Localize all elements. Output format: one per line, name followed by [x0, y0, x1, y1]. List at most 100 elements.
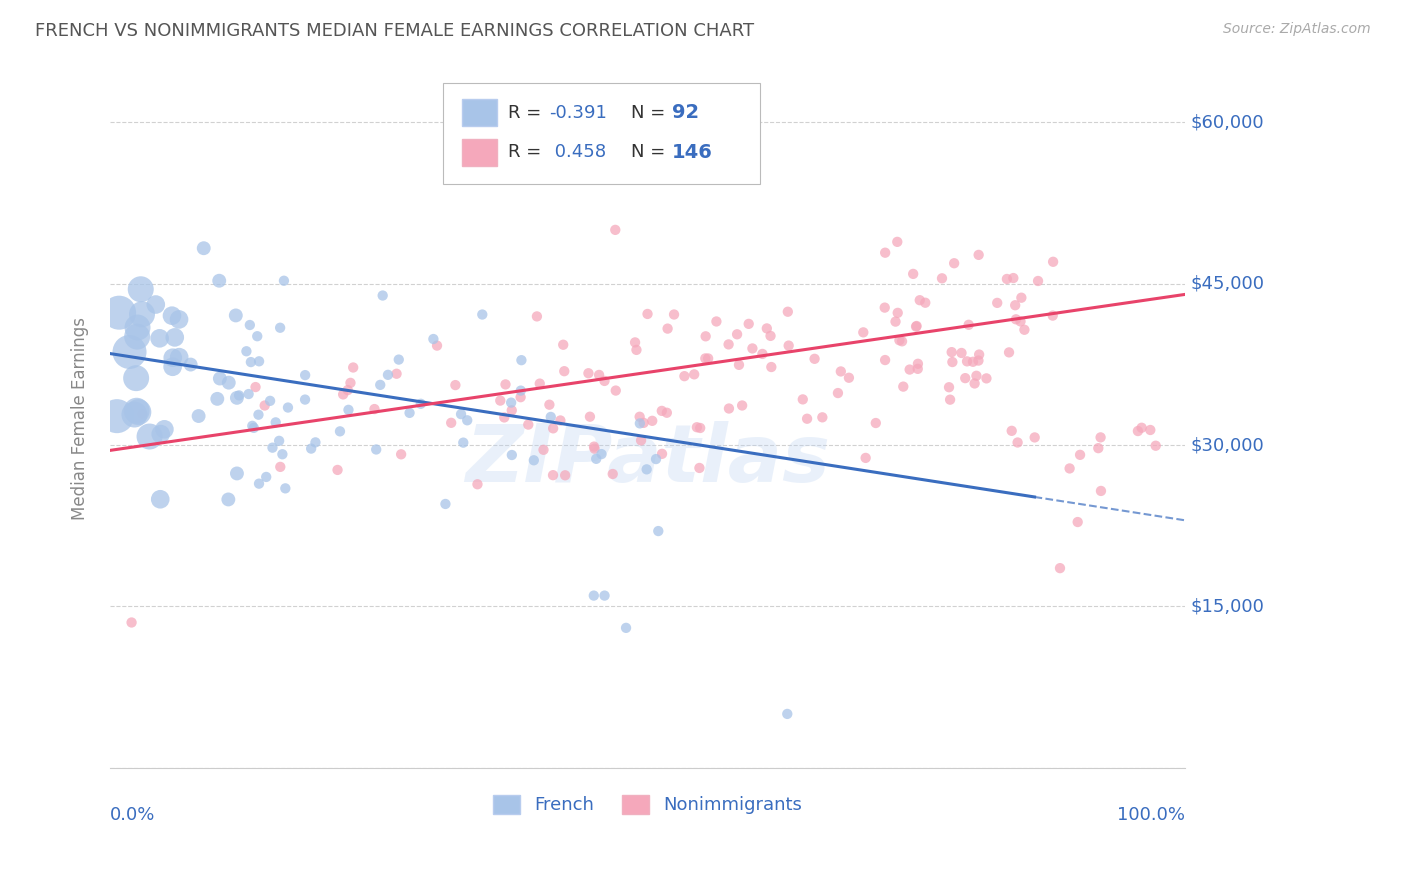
- Point: [907, 362, 929, 376]
- Point: [554, 468, 576, 483]
- Point: [1026, 274, 1049, 288]
- Point: [336, 383, 359, 397]
- Text: 0.0%: 0.0%: [110, 806, 156, 824]
- Point: [624, 335, 647, 350]
- Point: [127, 329, 149, 343]
- Point: [741, 342, 763, 356]
- Point: [1126, 424, 1149, 438]
- Point: [294, 392, 316, 407]
- Point: [160, 309, 183, 323]
- Point: [865, 416, 887, 430]
- Point: [636, 462, 658, 476]
- Point: [254, 470, 277, 484]
- Point: [153, 422, 176, 436]
- Point: [755, 321, 778, 335]
- Point: [259, 393, 281, 408]
- Point: [976, 371, 998, 385]
- Legend: French, Nonimmigrants: French, Nonimmigrants: [486, 788, 810, 822]
- Point: [963, 376, 986, 391]
- Point: [269, 320, 291, 334]
- Point: [127, 405, 149, 419]
- Point: [941, 345, 963, 359]
- Point: [495, 377, 517, 392]
- Point: [873, 301, 896, 315]
- Point: [965, 368, 987, 383]
- Point: [688, 461, 710, 475]
- Point: [683, 368, 706, 382]
- Point: [434, 497, 457, 511]
- Point: [208, 274, 231, 288]
- Point: [541, 421, 564, 435]
- Point: [163, 330, 186, 344]
- Point: [641, 414, 664, 428]
- Point: [751, 347, 773, 361]
- Point: [875, 353, 897, 368]
- FancyBboxPatch shape: [461, 139, 498, 166]
- Point: [689, 421, 711, 435]
- Point: [706, 314, 728, 328]
- Point: [162, 359, 184, 374]
- Point: [456, 413, 478, 427]
- Point: [235, 344, 257, 359]
- Point: [827, 386, 849, 401]
- Point: [509, 384, 531, 398]
- FancyBboxPatch shape: [461, 99, 498, 126]
- Point: [1042, 254, 1064, 268]
- Point: [583, 440, 606, 454]
- Point: [1069, 448, 1091, 462]
- Point: [591, 447, 613, 461]
- Point: [626, 343, 648, 357]
- Point: [238, 387, 260, 401]
- Point: [585, 451, 607, 466]
- Point: [422, 332, 444, 346]
- Point: [759, 329, 782, 343]
- Point: [218, 376, 240, 390]
- Point: [108, 306, 131, 320]
- Point: [628, 417, 651, 431]
- Point: [1139, 423, 1161, 437]
- Point: [731, 399, 754, 413]
- Point: [304, 435, 326, 450]
- Point: [329, 425, 352, 439]
- Y-axis label: Median Female Earnings: Median Female Earnings: [72, 317, 89, 520]
- Point: [647, 524, 669, 538]
- Point: [553, 364, 575, 378]
- Point: [593, 374, 616, 388]
- Point: [489, 393, 512, 408]
- Point: [939, 392, 962, 407]
- Point: [695, 329, 717, 343]
- Point: [579, 409, 602, 424]
- Point: [628, 409, 651, 424]
- Point: [905, 319, 928, 334]
- Point: [371, 288, 394, 302]
- Point: [247, 476, 270, 491]
- Point: [264, 416, 287, 430]
- Point: [368, 377, 391, 392]
- Point: [121, 615, 143, 630]
- Point: [240, 418, 263, 433]
- Text: ZIPatlas: ZIPatlas: [465, 421, 830, 499]
- Point: [583, 442, 606, 456]
- Text: -0.391: -0.391: [548, 103, 606, 121]
- Point: [588, 368, 610, 382]
- Point: [905, 318, 928, 333]
- Point: [776, 304, 799, 318]
- Point: [501, 403, 523, 417]
- Point: [541, 468, 564, 483]
- Point: [855, 450, 877, 465]
- Point: [118, 345, 141, 359]
- Point: [131, 407, 153, 421]
- Point: [339, 376, 361, 390]
- Point: [717, 401, 740, 416]
- Point: [1049, 561, 1071, 575]
- Point: [908, 293, 931, 308]
- Point: [125, 371, 148, 385]
- Point: [673, 369, 696, 384]
- Point: [253, 399, 276, 413]
- Point: [125, 403, 148, 417]
- Point: [377, 368, 399, 382]
- Point: [145, 297, 167, 311]
- Point: [1014, 323, 1036, 337]
- Point: [187, 409, 209, 423]
- Point: [299, 442, 322, 456]
